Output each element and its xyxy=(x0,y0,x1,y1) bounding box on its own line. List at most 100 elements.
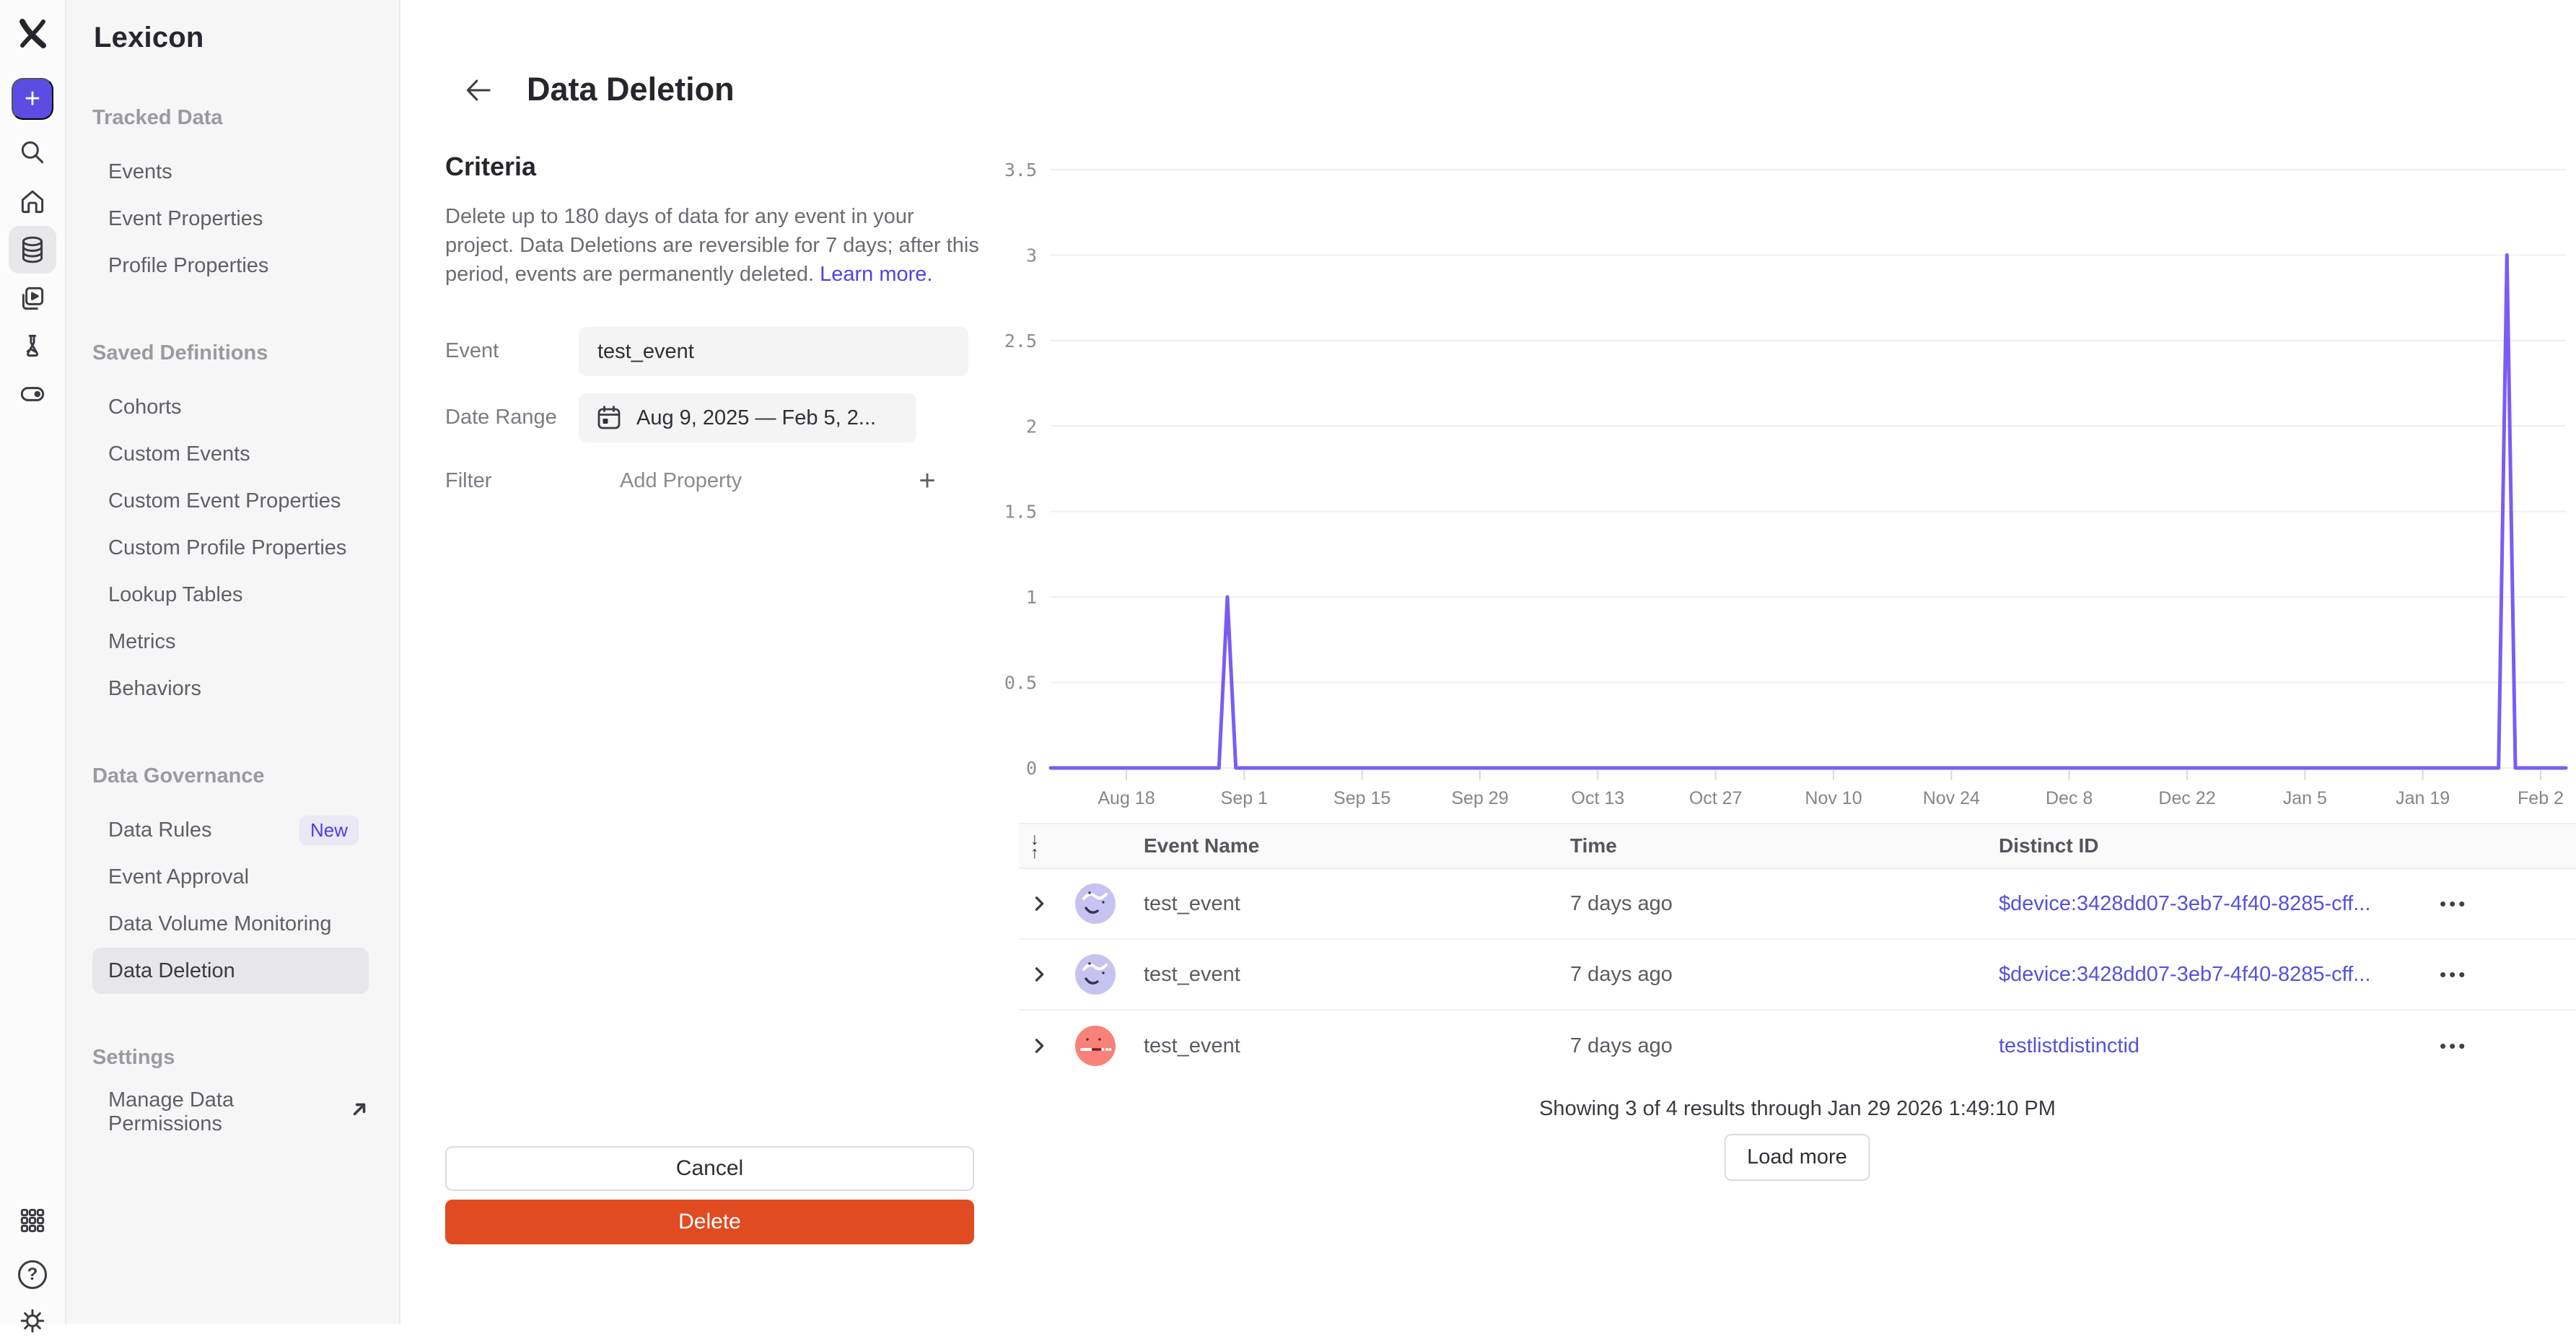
user-avatar xyxy=(1075,883,1116,924)
expand-row-chevron[interactable] xyxy=(1019,894,1066,914)
search-icon[interactable] xyxy=(17,137,48,167)
criteria-heading: Criteria xyxy=(445,152,537,181)
svg-text:Aug 18: Aug 18 xyxy=(1098,788,1155,808)
sidebar-item-data-rules[interactable]: Data Rules New xyxy=(92,807,369,854)
distinct-id-link[interactable]: $device:3428dd07-3eb7-4f40-8285-cff... xyxy=(1999,891,2371,915)
svg-text:Sep 15: Sep 15 xyxy=(1333,788,1390,808)
create-plus-button[interactable]: + xyxy=(12,78,53,120)
svg-text:3.5: 3.5 xyxy=(1004,160,1037,180)
section-data-governance: Data Governance Data Rules New Event App… xyxy=(66,753,399,994)
svg-text:Oct 27: Oct 27 xyxy=(1689,788,1743,808)
learn-more-link[interactable]: Learn more. xyxy=(820,263,933,286)
sidebar-item-metrics[interactable]: Metrics xyxy=(108,630,176,653)
sidebar-item-events[interactable]: Events xyxy=(108,160,172,183)
row-overflow-menu[interactable]: ••• xyxy=(2440,892,2468,914)
external-link-icon xyxy=(350,1100,369,1125)
results-table: ↓ ↑ Event Name Time Distinct ID test_even… xyxy=(1019,823,2576,1081)
distinct-id-link[interactable]: testlistdistinctid xyxy=(1999,1034,2140,1057)
user-avatar xyxy=(1075,954,1116,995)
sidebar-item-manage-data-permissions[interactable]: Manage Data Permissions xyxy=(92,1088,369,1135)
event-field-label: Event xyxy=(445,339,499,362)
row-overflow-menu[interactable]: ••• xyxy=(2440,1034,2468,1057)
svg-text:Sep 29: Sep 29 xyxy=(1451,788,1508,808)
row-overflow-menu[interactable]: ••• xyxy=(2440,963,2468,985)
sidebar-item-data-volume-monitoring[interactable]: Data Volume Monitoring xyxy=(108,912,332,935)
date-range-picker[interactable]: Aug 9, 2025 — Feb 5, 2... xyxy=(579,393,916,442)
svg-text:Dec 22: Dec 22 xyxy=(2158,788,2215,808)
sidebar-item-cohorts[interactable]: Cohorts xyxy=(108,396,182,419)
svg-text:1.5: 1.5 xyxy=(1004,502,1037,523)
cell-distinct-id: $device:3428dd07-3eb7-4f40-8285-cff... xyxy=(1978,963,2404,987)
cell-event-name: test_event xyxy=(1144,1034,1240,1057)
cell-event-name: test_event xyxy=(1144,962,1240,986)
line-chart-canvas: 0 0.5 1 1.5 2 2.5 3 3.5 Aug 18 Sep 1 Sep 15 Sep 29 O… xyxy=(1004,160,2568,808)
data-definitions-selected[interactable] xyxy=(9,226,56,274)
svg-text:1: 1 xyxy=(1026,587,1037,608)
distinct-id-link[interactable]: $device:3428dd07-3eb7-4f40-8285-cff... xyxy=(1999,962,2371,986)
sidebar-item-event-approval[interactable]: Event Approval xyxy=(108,865,250,889)
add-filter-plus-icon[interactable]: + xyxy=(906,459,949,502)
back-arrow-button[interactable] xyxy=(457,69,500,113)
icon-rail: + xyxy=(0,0,66,1333)
svg-text:0: 0 xyxy=(1026,758,1037,779)
cell-time: 7 days ago xyxy=(1570,962,1673,986)
table-header-row: ↓ ↑ Event Name Time Distinct ID xyxy=(1019,823,2576,869)
sidebar-item-custom-event-properties[interactable]: Custom Event Properties xyxy=(108,489,341,512)
date-range-field-label: Date Range xyxy=(445,406,557,429)
svg-text:Feb 2: Feb 2 xyxy=(2518,788,2564,808)
svg-text:Jan 19: Jan 19 xyxy=(2396,788,2450,808)
table-row: test_event 7 days ago testlistdistinctid… xyxy=(1019,1010,2576,1081)
add-property-button[interactable]: Add Property xyxy=(620,459,742,502)
expand-row-chevron[interactable] xyxy=(1019,1036,1066,1056)
section-title: Tracked Data xyxy=(92,106,223,129)
home-icon[interactable] xyxy=(17,187,48,217)
results-summary: Showing 3 of 4 results through Jan 29 20… xyxy=(1539,1097,2056,1120)
sidebar-item-data-deletion[interactable]: Data Deletion xyxy=(92,948,369,994)
column-header-time[interactable]: Time xyxy=(1570,834,1617,857)
settings-gear-icon[interactable] xyxy=(17,1306,48,1336)
svg-text:Sep 1: Sep 1 xyxy=(1221,788,1268,808)
sidebar-item-event-properties[interactable]: Event Properties xyxy=(108,207,263,230)
column-header-distinct-id[interactable]: Distinct ID xyxy=(1999,834,2099,857)
apps-grid-icon[interactable] xyxy=(17,1205,48,1236)
mixpanel-logo-icon[interactable] xyxy=(16,17,49,50)
section-settings: Settings Manage Data Permissions xyxy=(66,1034,399,1135)
sort-time-icon[interactable]: ↓ ↑ xyxy=(1030,829,1039,862)
sidebar-item-behaviors[interactable]: Behaviors xyxy=(108,677,201,700)
section-tracked-data: Tracked Data Events Event Properties Pro… xyxy=(66,95,399,289)
help-icon[interactable]: ? xyxy=(18,1260,47,1289)
svg-text:Oct 13: Oct 13 xyxy=(1572,788,1625,808)
section-title: Settings xyxy=(92,1046,175,1069)
svg-text:2: 2 xyxy=(1026,416,1037,437)
feature-flags-toggle-icon[interactable] xyxy=(17,379,48,409)
sidebar-item-custom-profile-properties[interactable]: Custom Profile Properties xyxy=(108,536,347,559)
app-title: Lexicon xyxy=(94,22,204,53)
svg-text:Jan 5: Jan 5 xyxy=(2283,788,2327,808)
main-content: Data Deletion Criteria Delete up to 180 … xyxy=(400,0,2576,1324)
load-more-button[interactable]: Load more xyxy=(1724,1134,1870,1181)
cell-distinct-id: $device:3428dd07-3eb7-4f40-8285-cff... xyxy=(1978,892,2404,916)
experiments-flask-icon[interactable] xyxy=(17,331,48,362)
cell-time: 7 days ago xyxy=(1570,1034,1673,1057)
svg-text:Nov 24: Nov 24 xyxy=(1923,788,1980,808)
sidebar-item-lookup-tables[interactable]: Lookup Tables xyxy=(108,583,243,606)
svg-text:0.5: 0.5 xyxy=(1004,673,1037,694)
column-header-event-name[interactable]: Event Name xyxy=(1144,834,1260,857)
cancel-button[interactable]: Cancel xyxy=(445,1146,974,1191)
page-title: Data Deletion xyxy=(527,71,735,108)
boards-icon[interactable] xyxy=(17,284,48,314)
section-title: Data Governance xyxy=(92,764,265,787)
new-badge: New xyxy=(299,816,359,845)
svg-text:Nov 10: Nov 10 xyxy=(1805,788,1862,808)
section-saved-definitions: Saved Definitions Cohorts Custom Events … xyxy=(66,330,399,712)
sidebar-item-profile-properties[interactable]: Profile Properties xyxy=(108,254,269,277)
table-row: test_event 7 days ago $device:3428dd07-3… xyxy=(1019,940,2576,1010)
section-title: Saved Definitions xyxy=(92,341,268,364)
cell-event-name: test_event xyxy=(1144,891,1240,915)
expand-row-chevron[interactable] xyxy=(1019,964,1066,984)
delete-button[interactable]: Delete xyxy=(445,1200,974,1244)
cell-distinct-id: testlistdistinctid xyxy=(1978,1034,2404,1058)
cell-time: 7 days ago xyxy=(1570,891,1673,915)
event-select[interactable]: test_event xyxy=(579,327,968,376)
sidebar-item-custom-events[interactable]: Custom Events xyxy=(108,442,250,466)
